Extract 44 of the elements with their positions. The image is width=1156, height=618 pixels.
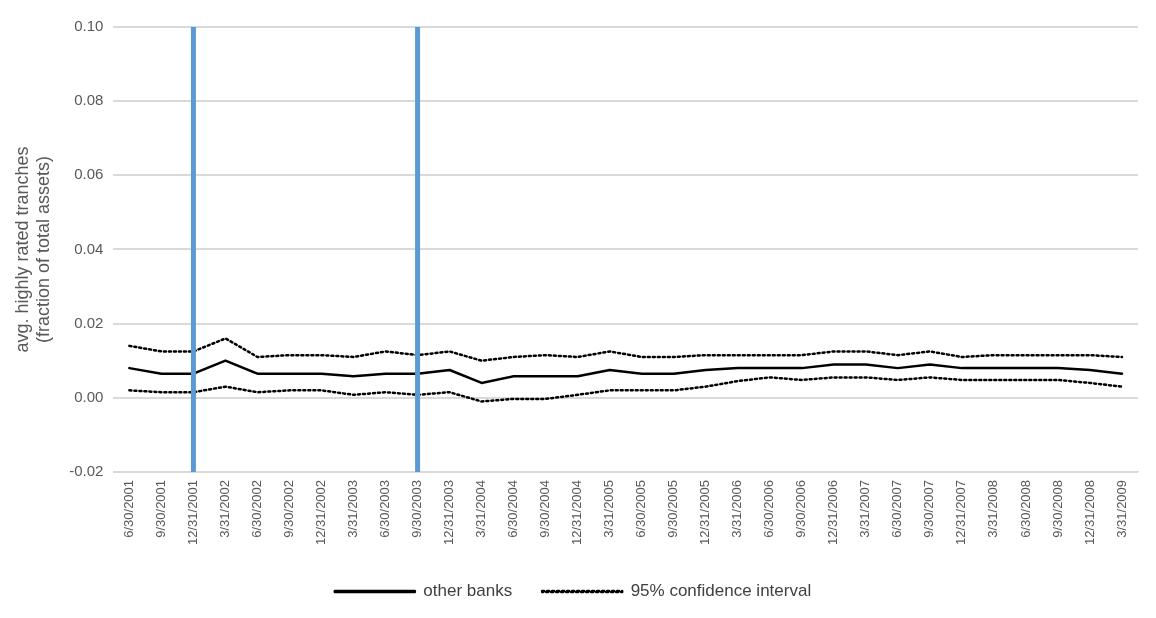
y-tick-label: 0.06 <box>74 165 104 183</box>
y-tick-label: 0.02 <box>74 313 104 331</box>
x-tick-label: 12/31/2007 <box>953 479 969 546</box>
y-tick-label: 0.04 <box>74 239 104 257</box>
x-tick-label: 6/30/2001 <box>120 479 136 538</box>
x-tick-label: 6/30/2005 <box>633 479 649 538</box>
x-tick-label: 9/30/2005 <box>665 479 681 538</box>
line-series <box>128 337 1124 362</box>
x-tick-label: 9/30/2001 <box>153 479 168 538</box>
x-tick-label: 9/30/2007 <box>921 479 937 538</box>
x-tick-label: 9/30/2008 <box>1049 479 1065 538</box>
x-tick-label: 3/31/2003 <box>345 479 361 538</box>
x-tick-label: 12/31/2001 <box>185 479 201 546</box>
x-tick-label: 3/31/2008 <box>985 479 1001 538</box>
x-tick-label: 3/31/2002 <box>217 479 233 538</box>
x-tick-label: 9/30/2003 <box>409 479 425 538</box>
y-axis-title: avg. highly rated tranches (fraction of total assets) <box>11 146 54 353</box>
x-tick-label: 6/30/2002 <box>249 479 265 538</box>
x-tick-label: 3/31/2005 <box>601 479 617 538</box>
x-tick-label: 12/31/2003 <box>441 479 457 546</box>
x-tick-label: 6/30/2007 <box>889 479 905 538</box>
x-tick-label: 12/31/2002 <box>313 479 329 546</box>
x-tick-label: 9/30/2004 <box>537 479 553 538</box>
x-tick-label: 12/31/2005 <box>697 479 713 546</box>
y-tick-label: 0.00 <box>74 387 104 405</box>
legend-label: other banks <box>423 581 513 601</box>
y-tick-label: 0.10 <box>74 17 104 35</box>
x-tick-label: 9/30/2006 <box>793 479 809 538</box>
x-tick-label: 9/30/2002 <box>281 479 297 538</box>
x-tick-label: 3/31/2009 <box>1113 479 1129 538</box>
y-tick-label: 0.08 <box>74 91 104 109</box>
legend-label: 95% confidence interval <box>630 581 812 601</box>
x-tick-label: 6/30/2004 <box>505 479 521 538</box>
x-tick-label: 3/31/2006 <box>729 479 745 538</box>
x-tick-label: 12/31/2008 <box>1081 479 1097 546</box>
x-tick-label: 6/30/2003 <box>377 479 393 538</box>
x-tick-label: 12/31/2006 <box>825 479 841 546</box>
x-tick-label: 12/31/2004 <box>569 479 585 546</box>
x-tick-label: 6/30/2006 <box>761 479 777 538</box>
x-tick-label: 6/30/2008 <box>1017 479 1033 538</box>
x-tick-label: 3/31/2004 <box>473 479 489 538</box>
line-series <box>128 376 1124 403</box>
y-tick-label: -0.02 <box>69 462 104 480</box>
x-tick-label: 3/31/2007 <box>857 479 873 538</box>
